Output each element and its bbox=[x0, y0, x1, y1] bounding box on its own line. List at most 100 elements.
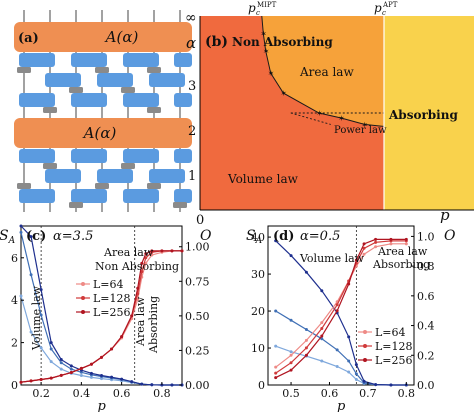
entropy-point bbox=[19, 224, 23, 228]
y-tick-2: 2 bbox=[188, 124, 196, 139]
right-tick-label: 0.50 bbox=[185, 310, 210, 323]
order-point bbox=[144, 252, 148, 256]
left-axis-label-sub: A bbox=[8, 236, 16, 246]
right-tick-label: 0.00 bbox=[185, 379, 210, 392]
measurement-2 bbox=[147, 67, 161, 73]
legend-label-L=128: L=128 bbox=[93, 292, 131, 305]
entropy-point bbox=[150, 383, 154, 387]
order-point bbox=[289, 361, 293, 365]
x-axis-label: p bbox=[337, 399, 346, 412]
local-gate-15 bbox=[45, 169, 81, 183]
local-gate-9 bbox=[123, 93, 159, 107]
annotation-1: Area law bbox=[377, 245, 428, 258]
entropy-point bbox=[170, 383, 174, 387]
x-tick-label: 0.6 bbox=[113, 387, 131, 400]
order-point bbox=[404, 242, 408, 246]
entropy-point bbox=[374, 383, 378, 387]
left-tick-label: 6 bbox=[11, 252, 18, 265]
boundary-point-1: ✶ bbox=[263, 47, 270, 56]
legend-marker bbox=[363, 358, 367, 362]
entropy-point bbox=[347, 370, 351, 374]
label-volume-law: Volume law bbox=[227, 172, 299, 186]
annotation-2: Absorbing bbox=[372, 258, 430, 271]
entropy-point bbox=[79, 370, 83, 374]
panel-c-chart: 0.2 0.4 0.6 0.8 0 2 4 6 0.00 0.25 0.50 0.75 1.00 p SA O… bbox=[0, 224, 212, 412]
legend-label-L=256: L=256 bbox=[375, 354, 413, 367]
order-point bbox=[289, 368, 293, 372]
left-tick-label: 20 bbox=[251, 305, 265, 318]
entropy-point bbox=[59, 367, 63, 371]
order-point bbox=[374, 237, 378, 241]
svg-text:APT: APT bbox=[382, 1, 398, 9]
local-gate-17 bbox=[149, 169, 185, 183]
label-non-absorbing: Non Absorbing bbox=[232, 35, 333, 49]
local-gate-3 bbox=[174, 53, 192, 67]
order-point bbox=[389, 237, 393, 241]
order-point bbox=[304, 353, 308, 357]
order-point bbox=[180, 249, 184, 253]
legend-label-L=128: L=128 bbox=[375, 340, 413, 353]
left-tick-label: 10 bbox=[251, 342, 265, 355]
plot-frame bbox=[20, 225, 183, 386]
label-pc-apt: p c APT bbox=[374, 1, 398, 17]
right-tick-label: 0.4 bbox=[417, 320, 435, 333]
entropy-point bbox=[289, 318, 293, 322]
measurement-12 bbox=[69, 202, 83, 208]
x-tick-label: 0.7 bbox=[359, 387, 377, 400]
boundary-point-4: ✶ bbox=[316, 109, 323, 118]
left-axis-label-sub: A bbox=[255, 236, 263, 246]
x-axis-label: p bbox=[98, 399, 107, 412]
entropy-point bbox=[29, 273, 33, 277]
entropy-point bbox=[39, 288, 43, 292]
order-point bbox=[110, 347, 114, 351]
entropy-point bbox=[274, 344, 278, 348]
x-tick-0: 0 bbox=[196, 213, 204, 228]
right-tick-label: 1.00 bbox=[185, 241, 210, 254]
left-tick-label: 30 bbox=[251, 268, 265, 281]
y-tick-infinity: ∞ bbox=[185, 10, 197, 26]
unitary-layer-top bbox=[14, 22, 192, 52]
order-point bbox=[39, 377, 43, 381]
local-gate-16 bbox=[97, 169, 133, 183]
left-tick-label: 2 bbox=[11, 337, 18, 350]
entropy-point bbox=[49, 360, 53, 364]
entropy-point bbox=[79, 373, 83, 377]
entropy-point bbox=[29, 235, 33, 239]
entropy-point bbox=[89, 375, 93, 379]
unitary-layer-label-top: A(α) bbox=[104, 28, 139, 46]
entropy-point bbox=[29, 330, 33, 334]
panel-tag: (c) bbox=[26, 229, 46, 244]
x-tick-label: 0.5 bbox=[282, 387, 300, 400]
local-gate-1 bbox=[71, 53, 107, 67]
unitary-layer-label-bottom: A(α) bbox=[82, 124, 117, 142]
entropy-point bbox=[289, 350, 293, 354]
order-point bbox=[320, 327, 324, 331]
annotation-3: Area law bbox=[134, 296, 147, 347]
annotation-1: Non Absorbing bbox=[95, 260, 179, 273]
panel-a-circuit: (a) A(α) A(α) bbox=[14, 10, 192, 212]
order-point bbox=[120, 335, 124, 339]
local-gate-13 bbox=[123, 149, 159, 163]
local-gate-19 bbox=[71, 189, 107, 203]
order-point bbox=[404, 237, 408, 241]
x-axis-label-p: p bbox=[440, 206, 450, 224]
entropy-point bbox=[362, 379, 366, 383]
entropy-point bbox=[320, 289, 324, 293]
boundary-point-5: ✶ bbox=[338, 114, 345, 123]
left-axis-label: SA bbox=[0, 228, 16, 246]
svg-text:c: c bbox=[382, 9, 386, 17]
order-point bbox=[150, 249, 154, 253]
entropy-point bbox=[274, 239, 278, 243]
local-gate-2 bbox=[123, 53, 159, 67]
order-point bbox=[374, 245, 378, 249]
order-point bbox=[140, 261, 144, 265]
order-point bbox=[289, 353, 293, 357]
annotation-0: Volume law bbox=[299, 252, 365, 265]
right-tick-label: 1.0 bbox=[417, 230, 435, 243]
entropy-point bbox=[49, 347, 53, 351]
order-point bbox=[362, 246, 366, 250]
measurement-1 bbox=[95, 67, 109, 73]
local-gates bbox=[17, 53, 192, 208]
right-tick-label: 0.0 bbox=[417, 379, 435, 392]
